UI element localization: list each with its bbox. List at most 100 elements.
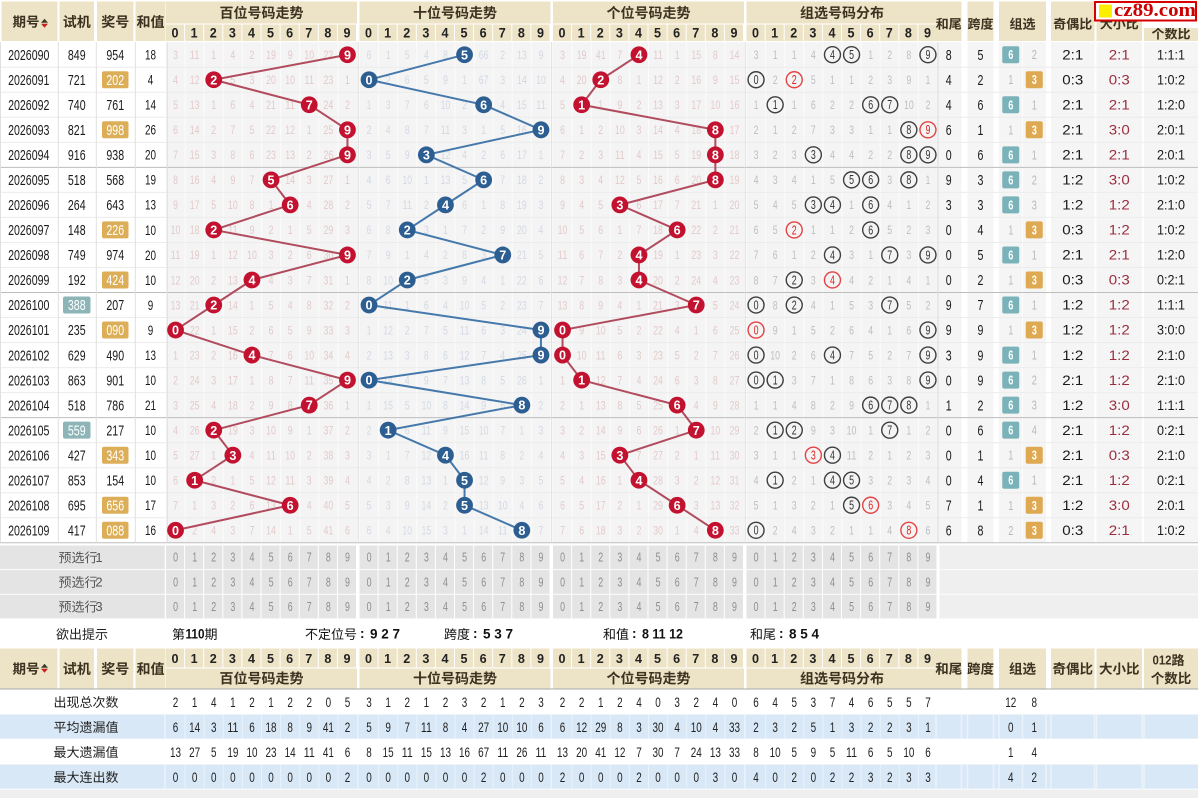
svg-text:2: 2 <box>598 123 603 137</box>
svg-text:13: 13 <box>558 298 568 312</box>
svg-text:3: 3 <box>675 98 680 112</box>
svg-text:1: 1 <box>868 248 873 262</box>
svg-text:3: 3 <box>926 448 931 462</box>
svg-text:0: 0 <box>754 348 759 362</box>
svg-text:1: 1 <box>694 323 699 337</box>
svg-text:9: 9 <box>481 398 486 412</box>
svg-text:1: 1 <box>579 575 584 589</box>
svg-text:998: 998 <box>106 122 124 139</box>
svg-text:4: 4 <box>443 575 448 589</box>
svg-text:3: 3 <box>887 499 892 513</box>
svg-text:8: 8 <box>324 651 331 666</box>
svg-text:3: 3 <box>598 148 603 162</box>
svg-text:21: 21 <box>653 298 663 312</box>
svg-text:5: 5 <box>849 48 854 62</box>
svg-text:7: 7 <box>307 273 312 287</box>
svg-text:1: 1 <box>250 373 255 387</box>
svg-text:0: 0 <box>367 600 372 614</box>
svg-text:3: 3 <box>946 347 952 364</box>
svg-text:8: 8 <box>712 172 719 187</box>
svg-text:14: 14 <box>383 373 393 387</box>
svg-text:4: 4 <box>598 173 603 187</box>
svg-text:3: 3 <box>211 373 216 387</box>
svg-text:4: 4 <box>830 449 835 463</box>
svg-text:1: 1 <box>637 499 642 513</box>
svg-text:0: 0 <box>173 769 179 785</box>
svg-text:5: 5 <box>405 398 410 412</box>
svg-text:7: 7 <box>306 97 313 112</box>
svg-text:3: 3 <box>849 123 854 137</box>
svg-text:13: 13 <box>145 347 156 363</box>
svg-text:4: 4 <box>443 551 448 565</box>
svg-text:21: 21 <box>266 98 276 112</box>
svg-text:1: 1 <box>978 122 984 139</box>
svg-text:10: 10 <box>402 524 412 538</box>
svg-text:5: 5 <box>978 47 984 64</box>
svg-text:6: 6 <box>1008 172 1013 187</box>
svg-text:8: 8 <box>326 575 331 589</box>
svg-text:5: 5 <box>461 473 468 488</box>
svg-text:2026092: 2026092 <box>8 97 49 114</box>
svg-text:1: 1 <box>1008 744 1014 760</box>
svg-text:4: 4 <box>830 273 835 287</box>
svg-text:6: 6 <box>1008 197 1013 212</box>
svg-text:16: 16 <box>190 173 200 187</box>
svg-text:148: 148 <box>68 222 86 239</box>
svg-text:1: 1 <box>792 323 797 337</box>
svg-text:10: 10 <box>516 719 527 735</box>
svg-text:11: 11 <box>710 448 720 462</box>
svg-text:5: 5 <box>849 474 854 488</box>
svg-text:20: 20 <box>730 198 740 212</box>
svg-text:1: 1 <box>345 73 350 87</box>
svg-text:33: 33 <box>323 323 333 337</box>
svg-text:2:1: 2:1 <box>1109 248 1130 263</box>
svg-text:13: 13 <box>170 744 181 760</box>
svg-text:22: 22 <box>730 248 740 262</box>
svg-text:25: 25 <box>517 348 527 362</box>
svg-text:5: 5 <box>978 247 984 264</box>
svg-text:5: 5 <box>598 198 603 212</box>
svg-text:7: 7 <box>288 373 293 387</box>
svg-text:8: 8 <box>617 719 623 735</box>
svg-text:5: 5 <box>269 298 274 312</box>
svg-text:2: 2 <box>791 769 797 785</box>
svg-text:901: 901 <box>106 372 124 389</box>
svg-text:9: 9 <box>713 398 718 412</box>
svg-text:6: 6 <box>579 248 584 262</box>
svg-text:1: 1 <box>1032 147 1037 162</box>
svg-text:3: 3 <box>637 348 642 362</box>
svg-text:20: 20 <box>145 247 156 263</box>
svg-text:19: 19 <box>517 198 527 212</box>
svg-text:3: 3 <box>579 448 584 462</box>
svg-text:8: 8 <box>481 373 486 387</box>
svg-text:6: 6 <box>173 474 178 488</box>
svg-text:7: 7 <box>849 348 854 362</box>
svg-text:6: 6 <box>1008 398 1013 413</box>
svg-text:3: 3 <box>617 273 622 287</box>
svg-text:4: 4 <box>636 694 642 710</box>
svg-text:1: 1 <box>1008 122 1013 137</box>
svg-text:0: 0 <box>754 551 759 565</box>
svg-text:2: 2 <box>211 600 216 614</box>
svg-text:5: 5 <box>849 173 854 187</box>
svg-text:110: 110 <box>186 627 205 642</box>
svg-text:9: 9 <box>250 223 255 237</box>
svg-text:4: 4 <box>772 694 778 710</box>
svg-text:5: 5 <box>637 398 642 412</box>
svg-text:9: 9 <box>288 423 293 437</box>
svg-text:5: 5 <box>560 98 565 112</box>
svg-text:3: 3 <box>1032 197 1037 212</box>
svg-text:3: 3 <box>792 148 797 162</box>
svg-text:7: 7 <box>404 719 410 735</box>
svg-text:4: 4 <box>978 222 984 239</box>
svg-text:2: 2 <box>306 694 312 710</box>
svg-text:11: 11 <box>498 524 508 538</box>
svg-text:2: 2 <box>560 398 565 412</box>
svg-text:7: 7 <box>579 273 584 287</box>
svg-text:7: 7 <box>617 373 622 387</box>
svg-text:14: 14 <box>285 744 296 760</box>
svg-text:6: 6 <box>1008 348 1013 363</box>
svg-text:27: 27 <box>730 373 740 387</box>
svg-text:4: 4 <box>424 48 429 62</box>
svg-text:974: 974 <box>106 247 124 264</box>
